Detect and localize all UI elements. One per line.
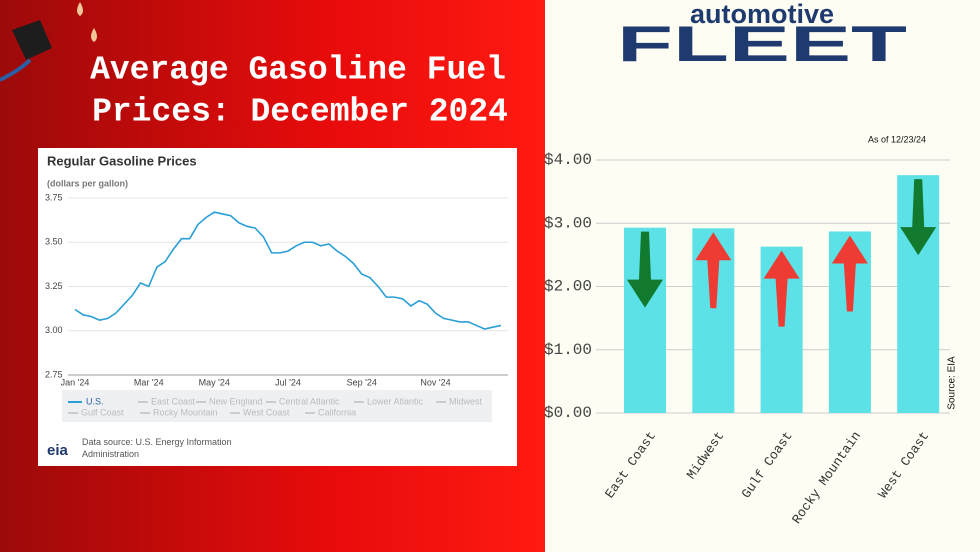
trend-arrow <box>627 231 663 308</box>
y-tick-label: 3.00 <box>45 325 63 335</box>
y-tick-label: 3.25 <box>45 281 63 291</box>
y-tick-label: $2.00 <box>544 278 592 296</box>
source: Source: EIA <box>947 356 958 410</box>
logo-main: FLEET <box>617 16 907 72</box>
legend-label: Midwest <box>449 396 483 406</box>
x-tick-label: Sep '24 <box>347 377 377 387</box>
annotation: As of 12/23/24 <box>868 134 926 144</box>
source-box: Data source: U.S. Energy Information Adm… <box>82 437 232 459</box>
y-tick-label: $4.00 <box>544 151 592 169</box>
y-tick-label: 3.75 <box>45 192 63 202</box>
trend-arrow <box>695 232 732 309</box>
x-tick-label: Jan '24 <box>61 377 90 387</box>
logo-top: automotive <box>690 0 834 29</box>
headline: Average Gasoline Fuel <box>90 52 506 89</box>
chart-subtitle: (dollars per gallon) <box>47 178 128 188</box>
legend-label: U.S. <box>86 396 104 406</box>
headline: Prices: December 2024 <box>92 94 508 131</box>
line-series <box>74 211 502 330</box>
x-tick-label: Jul '24 <box>275 377 301 387</box>
legend-label: East Coast <box>151 396 196 406</box>
y-tick-label: 3.50 <box>45 237 63 247</box>
legend-label: New England <box>209 396 263 406</box>
chart-title: Regular Gasoline Prices <box>47 153 197 168</box>
y-tick-label: $0.00 <box>544 404 592 422</box>
trend-arrow <box>831 235 868 312</box>
legend-label: Central Atlantic <box>279 396 340 406</box>
pump-icon <box>0 2 97 82</box>
legend-label: West Coast <box>243 407 290 417</box>
legend-label: Lower Atlantic <box>367 396 424 406</box>
legend-box <box>62 390 492 422</box>
trend-arrow <box>900 179 937 256</box>
legend-label: California <box>318 407 356 417</box>
x-tick-label: May '24 <box>199 377 230 387</box>
y-tick-label: $1.00 <box>544 341 592 359</box>
legend-label: Rocky Mountain <box>153 407 218 417</box>
eia-logo: eia <box>47 442 69 459</box>
x-tick-label: Mar '24 <box>134 377 164 387</box>
y-tick-label: $3.00 <box>544 214 592 232</box>
chart-source: Data source: U.S. Energy Information Adm… <box>82 437 232 459</box>
y-tick-label: 2.75 <box>45 369 63 379</box>
x-tick-label: Nov '24 <box>420 377 450 387</box>
trend-arrow <box>763 250 800 327</box>
legend-label: Gulf Coast <box>81 407 124 417</box>
